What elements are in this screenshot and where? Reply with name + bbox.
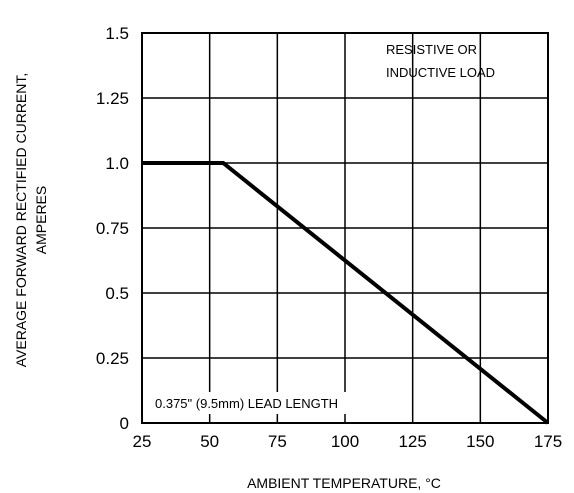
x-tick-label: 125	[398, 432, 426, 451]
x-tick-label: 175	[534, 432, 562, 451]
x-tick-label: 25	[133, 432, 152, 451]
lead-length-annotation: 0.375" (9.5mm) LEAD LENGTH	[149, 392, 405, 414]
y-tick-label: 1.0	[105, 154, 129, 173]
y-tick-label: 0.25	[96, 349, 129, 368]
grid-lines	[141, 32, 549, 424]
x-tick-label: 100	[331, 432, 359, 451]
y-tick-label: 0.5	[105, 284, 129, 303]
y-axis-title-line-1: AVERAGE FORWARD RECTIFIED CURRENT,	[13, 73, 29, 368]
x-tick-label: 50	[200, 432, 219, 451]
y-tick-label: 1.25	[96, 89, 129, 108]
x-axis-title: AMBIENT TEMPERATURE, °C	[247, 475, 441, 491]
x-tick-label: 150	[466, 432, 494, 451]
y-tick-labels: 0 0.25 0.5 0.75 1.0 1.25 1.5	[96, 24, 129, 433]
y-axis-title-line-2: AMPERES	[33, 186, 49, 254]
load-type-annotation: RESISTIVE OR INDUCTIVE LOAD	[386, 42, 495, 80]
y-axis-title: AVERAGE FORWARD RECTIFIED CURRENT, AMPER…	[13, 73, 49, 368]
annotation-line-2: INDUCTIVE LOAD	[386, 65, 495, 80]
y-tick-label: 1.5	[105, 24, 129, 43]
x-tick-label: 75	[268, 432, 287, 451]
annotation-line-1: RESISTIVE OR	[386, 42, 477, 57]
annotation-lead-length: 0.375" (9.5mm) LEAD LENGTH	[155, 396, 338, 411]
x-tick-labels: 25 50 75 100 125 150 175	[133, 432, 563, 451]
plot-frame	[141, 32, 549, 424]
annotation-background	[149, 392, 405, 414]
y-tick-label: 0	[120, 414, 129, 433]
derating-curve	[142, 161, 550, 425]
y-tick-label: 0.75	[96, 219, 129, 238]
